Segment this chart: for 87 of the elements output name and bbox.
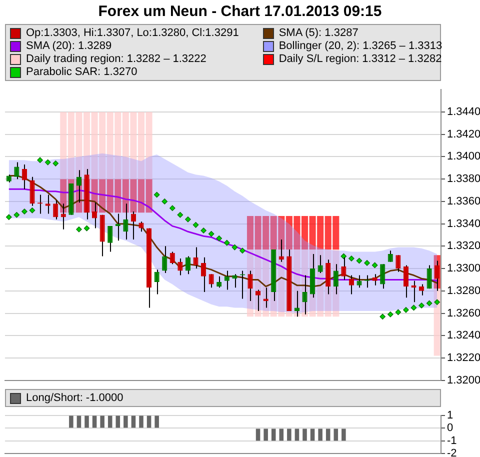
- y-tick-label: 1.3220: [447, 352, 480, 364]
- y-tick-label: 1.3440: [447, 106, 480, 118]
- y-tick-label: 1.3300: [447, 262, 480, 275]
- candlestick: [45, 194, 50, 214]
- point: [426, 300, 432, 306]
- legend-label: Bollinger (20, 2): 1.3265 – 1.3313: [278, 40, 442, 52]
- y-tick-label: -1: [447, 434, 457, 447]
- legend-label: Daily S/L region: 1.3312 – 1.3282: [278, 53, 442, 65]
- point: [52, 160, 59, 166]
- point: [387, 312, 394, 318]
- candlestick: [22, 164, 27, 190]
- candlestick: [14, 162, 20, 180]
- point: [216, 235, 222, 242]
- candlestick: [419, 284, 424, 296]
- candlestick: [216, 276, 222, 288]
- y-tick-label: 1.3360: [447, 195, 480, 208]
- point: [14, 212, 20, 218]
- y-tick-label: 0: [447, 422, 454, 434]
- point: [76, 226, 82, 232]
- point: [37, 157, 43, 163]
- y-tick-label: 1.3240: [447, 330, 480, 342]
- point: [169, 205, 176, 212]
- point: [208, 230, 214, 237]
- y-tick-label: 1.3280: [447, 284, 480, 297]
- y-tick-label: -2: [447, 447, 457, 457]
- candlestick: [154, 269, 160, 295]
- point: [162, 198, 168, 204]
- y-tick-label: 1.3420: [447, 128, 480, 140]
- y-tick-label: 1: [447, 410, 454, 422]
- legend-label: SMA (5): 1.3287: [278, 27, 358, 39]
- point: [380, 314, 386, 320]
- candlestick: [178, 258, 183, 276]
- candlestick: [224, 270, 230, 290]
- candlestick: [193, 246, 198, 270]
- y-tick-label: 1.3400: [447, 150, 480, 163]
- legend-label: Daily trading region: 1.3282 – 1.3222: [26, 53, 206, 65]
- y-tick-label: 1.3340: [447, 218, 480, 230]
- point: [6, 214, 12, 220]
- legend-label: SMA (20): 1.3289: [26, 40, 112, 52]
- candlestick: [426, 264, 432, 290]
- candlestick: [396, 254, 401, 272]
- point: [177, 212, 184, 218]
- y-tick-label: 1.3260: [447, 307, 480, 320]
- point: [395, 309, 402, 316]
- candlestick: [201, 256, 206, 293]
- candlestick: [380, 264, 386, 290]
- candlestick: [372, 274, 378, 286]
- y-tick-label: 1.3200: [447, 374, 480, 386]
- point: [434, 299, 440, 306]
- candlestick: [356, 274, 362, 288]
- point: [44, 159, 51, 166]
- candlestick: [162, 246, 168, 274]
- point: [410, 304, 417, 311]
- point: [192, 222, 199, 228]
- point: [154, 192, 160, 198]
- point: [372, 262, 378, 268]
- candlestick: [208, 274, 214, 288]
- point: [84, 225, 90, 232]
- point: [29, 207, 36, 214]
- legend-label: Parabolic SAR: 1.3270: [26, 66, 138, 78]
- chart-title: Forex um Neun - Chart 17.01.2013 09:15: [97, 2, 383, 22]
- point: [22, 208, 28, 214]
- y-tick-label: 1.3320: [447, 240, 480, 252]
- point: [224, 240, 230, 246]
- point: [240, 248, 246, 254]
- point: [364, 260, 370, 266]
- point: [340, 253, 347, 260]
- point: [403, 307, 409, 313]
- point: [232, 244, 238, 250]
- legend-label: Long/Short: -1.0000: [26, 392, 124, 404]
- candlestick: [170, 251, 175, 265]
- bar: [434, 288, 440, 356]
- y-tick-label: 1.3380: [447, 173, 480, 186]
- candlestick: [30, 176, 35, 206]
- candlestick: [53, 200, 58, 220]
- point: [185, 216, 191, 222]
- candlestick: [185, 256, 190, 275]
- candlestick: [318, 254, 323, 274]
- point: [200, 228, 206, 234]
- point: [418, 302, 424, 308]
- candlestick: [138, 221, 144, 232]
- candlestick: [108, 226, 113, 252]
- point: [356, 258, 362, 264]
- point: [348, 256, 354, 262]
- candlestick: [403, 264, 408, 298]
- legend-label: Op:1.3303, Hi:1.3307, Lo:1.3280, Cl:1.3291: [26, 27, 239, 39]
- candlestick: [348, 274, 354, 295]
